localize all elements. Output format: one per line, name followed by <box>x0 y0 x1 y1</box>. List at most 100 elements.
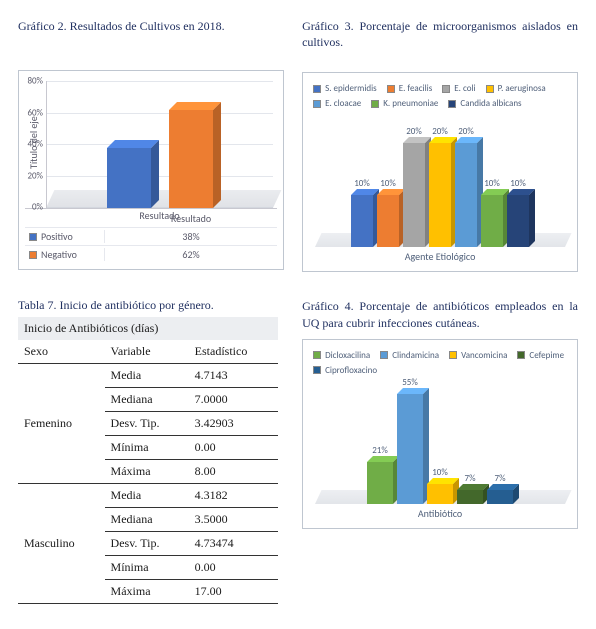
bar: 20% <box>455 117 477 247</box>
table-row: Máxima17.00 <box>18 580 278 604</box>
chart2-ytick: 40% <box>19 139 43 150</box>
chart2-axes: 0%20%40%60%80% Resultado <box>46 81 273 208</box>
legend-label: Cefepime <box>529 350 564 361</box>
legend-item: E. coli <box>442 83 475 94</box>
chart3-caption: Gráfico 3. Porcentaje de microorganismos… <box>302 18 578 50</box>
cell-variable: Mediana <box>105 388 189 412</box>
legend-label: Dicloxacilina <box>325 350 370 361</box>
cell-sexo: Masculino <box>18 532 105 556</box>
chart2-panel: Título del eje 0%20%40%60%80% Resultado … <box>18 70 284 270</box>
table7-col-estadistico: Estadístico <box>189 340 278 364</box>
table7: Inicio de Antibióticos (días) Sexo Varia… <box>18 317 278 604</box>
chart3-xlabel: Agente Etiológico <box>315 250 565 263</box>
table7-block: Tabla 7. Inicio de antibiótico por géner… <box>18 298 284 604</box>
chart4-panel: Dicloxacilina Clindamicina Vancomicina Cefe… <box>302 339 578 529</box>
cell-stat: 3.5000 <box>189 508 278 532</box>
bar: 21% <box>367 384 393 504</box>
cell-variable: Media <box>105 364 189 388</box>
chart2-series-value: 38% <box>105 230 277 243</box>
legend-label: Candida albicans <box>460 98 521 109</box>
table-row: Mediana3.5000 <box>18 508 278 532</box>
chart3-panel: S. epidermidis E. feacilis E. coli P. aerug… <box>302 72 578 272</box>
table7-col-variable: Variable <box>105 340 189 364</box>
table-row: Media4.3182 <box>18 484 278 508</box>
bar-value-label: 7% <box>495 473 506 484</box>
cell-stat: 7.0000 <box>189 388 278 412</box>
cell-sexo <box>18 484 105 508</box>
bar: 10% <box>351 117 373 247</box>
bar-value-label: 10% <box>354 178 370 189</box>
chart2-table-row: Negativo62% <box>25 245 277 263</box>
legend-label: Vancomicina <box>461 350 507 361</box>
cell-sexo <box>18 580 105 604</box>
bar: 10% <box>507 117 529 247</box>
legend-item: K. pneumoniae <box>371 98 438 109</box>
cell-stat: 3.42903 <box>189 412 278 436</box>
legend-label: Clindamicina <box>392 350 439 361</box>
cell-stat: 0.00 <box>189 556 278 580</box>
cell-stat: 0.00 <box>189 436 278 460</box>
cell-variable: Máxima <box>105 460 189 484</box>
chart3-block: Gráfico 3. Porcentaje de microorganismos… <box>302 18 578 272</box>
bar-value-label: 21% <box>372 445 388 456</box>
legend-item: Vancomicina <box>449 350 507 361</box>
table-row: Mínima0.00 <box>18 556 278 580</box>
legend-item: Candida albicans <box>448 98 521 109</box>
chart2-table-row: Positivo 38% <box>25 227 277 245</box>
cell-stat: 17.00 <box>189 580 278 604</box>
cell-sexo <box>18 364 105 388</box>
bar-value-label: 20% <box>458 126 474 137</box>
chart2-series-name: Negativo <box>41 248 77 261</box>
legend-label: E. coli <box>454 83 475 94</box>
table-row: Media4.7143 <box>18 364 278 388</box>
chart2-bar <box>107 81 151 208</box>
table7-caption: Tabla 7. Inicio de antibiótico por géner… <box>18 298 284 313</box>
bar-value-label: 20% <box>406 126 422 137</box>
chart2-ytick: 60% <box>19 107 43 118</box>
bar: 20% <box>403 117 425 247</box>
cell-stat: 4.73474 <box>189 532 278 556</box>
cell-variable: Desv. Tip. <box>105 532 189 556</box>
cell-sexo <box>18 460 105 484</box>
cell-stat: 8.00 <box>189 460 278 484</box>
table-row: Máxima8.00 <box>18 460 278 484</box>
chart2-xlabel: Resultado <box>46 209 273 222</box>
chart2-block: Gráfico 2. Resultados de Cultivos en 201… <box>18 18 284 272</box>
legend-item: E. cloacae <box>313 98 361 109</box>
bar: 7% <box>457 384 483 504</box>
row-1: Gráfico 2. Resultados de Cultivos en 201… <box>18 18 578 272</box>
cell-variable: Máxima <box>105 580 189 604</box>
bar: 10% <box>481 117 503 247</box>
table7-col-sexo: Sexo <box>18 340 105 364</box>
cell-variable: Desv. Tip. <box>105 412 189 436</box>
bar: 10% <box>427 384 453 504</box>
table-row: MasculinoDesv. Tip.4.73474 <box>18 532 278 556</box>
legend-item: S. epidermidis <box>313 83 377 94</box>
chart4-caption: Gráfico 4. Porcentaje de antibióticos em… <box>302 298 578 330</box>
table7-header-row: Sexo Variable Estadístico <box>18 340 278 364</box>
bar-value-label: 10% <box>510 178 526 189</box>
legend-item: E. feacilis <box>387 83 433 94</box>
chart4-legend: Dicloxacilina Clindamicina Vancomicina Cefe… <box>309 346 571 384</box>
cell-sexo <box>18 388 105 412</box>
chart3-bars: 10%10%20%20%20%10%10% <box>315 117 565 247</box>
bar-value-label: 7% <box>465 473 476 484</box>
cell-variable: Mínima <box>105 556 189 580</box>
chart2-ytick: 0% <box>19 202 43 213</box>
table-row: FemeninoDesv. Tip.3.42903 <box>18 412 278 436</box>
bar-value-label: 10% <box>432 467 448 478</box>
bar-value-label: 10% <box>484 178 500 189</box>
chart2-series-name: Positivo <box>41 230 73 243</box>
chart4-block: Gráfico 4. Porcentaje de antibióticos em… <box>302 298 578 604</box>
cell-sexo: Femenino <box>18 412 105 436</box>
chart4-bars: 21%55%10%7%7% <box>315 384 565 504</box>
legend-label: S. epidermidis <box>325 83 377 94</box>
row-2: Tabla 7. Inicio de antibiótico por géner… <box>18 298 578 604</box>
bar-value-label: 20% <box>432 126 448 137</box>
cell-stat: 4.3182 <box>189 484 278 508</box>
legend-item: Cefepime <box>517 350 564 361</box>
bar-value-label: 55% <box>402 377 418 388</box>
chart2-bar <box>169 81 213 208</box>
cell-sexo <box>18 436 105 460</box>
legend-item: P. aeruginosa <box>486 83 546 94</box>
